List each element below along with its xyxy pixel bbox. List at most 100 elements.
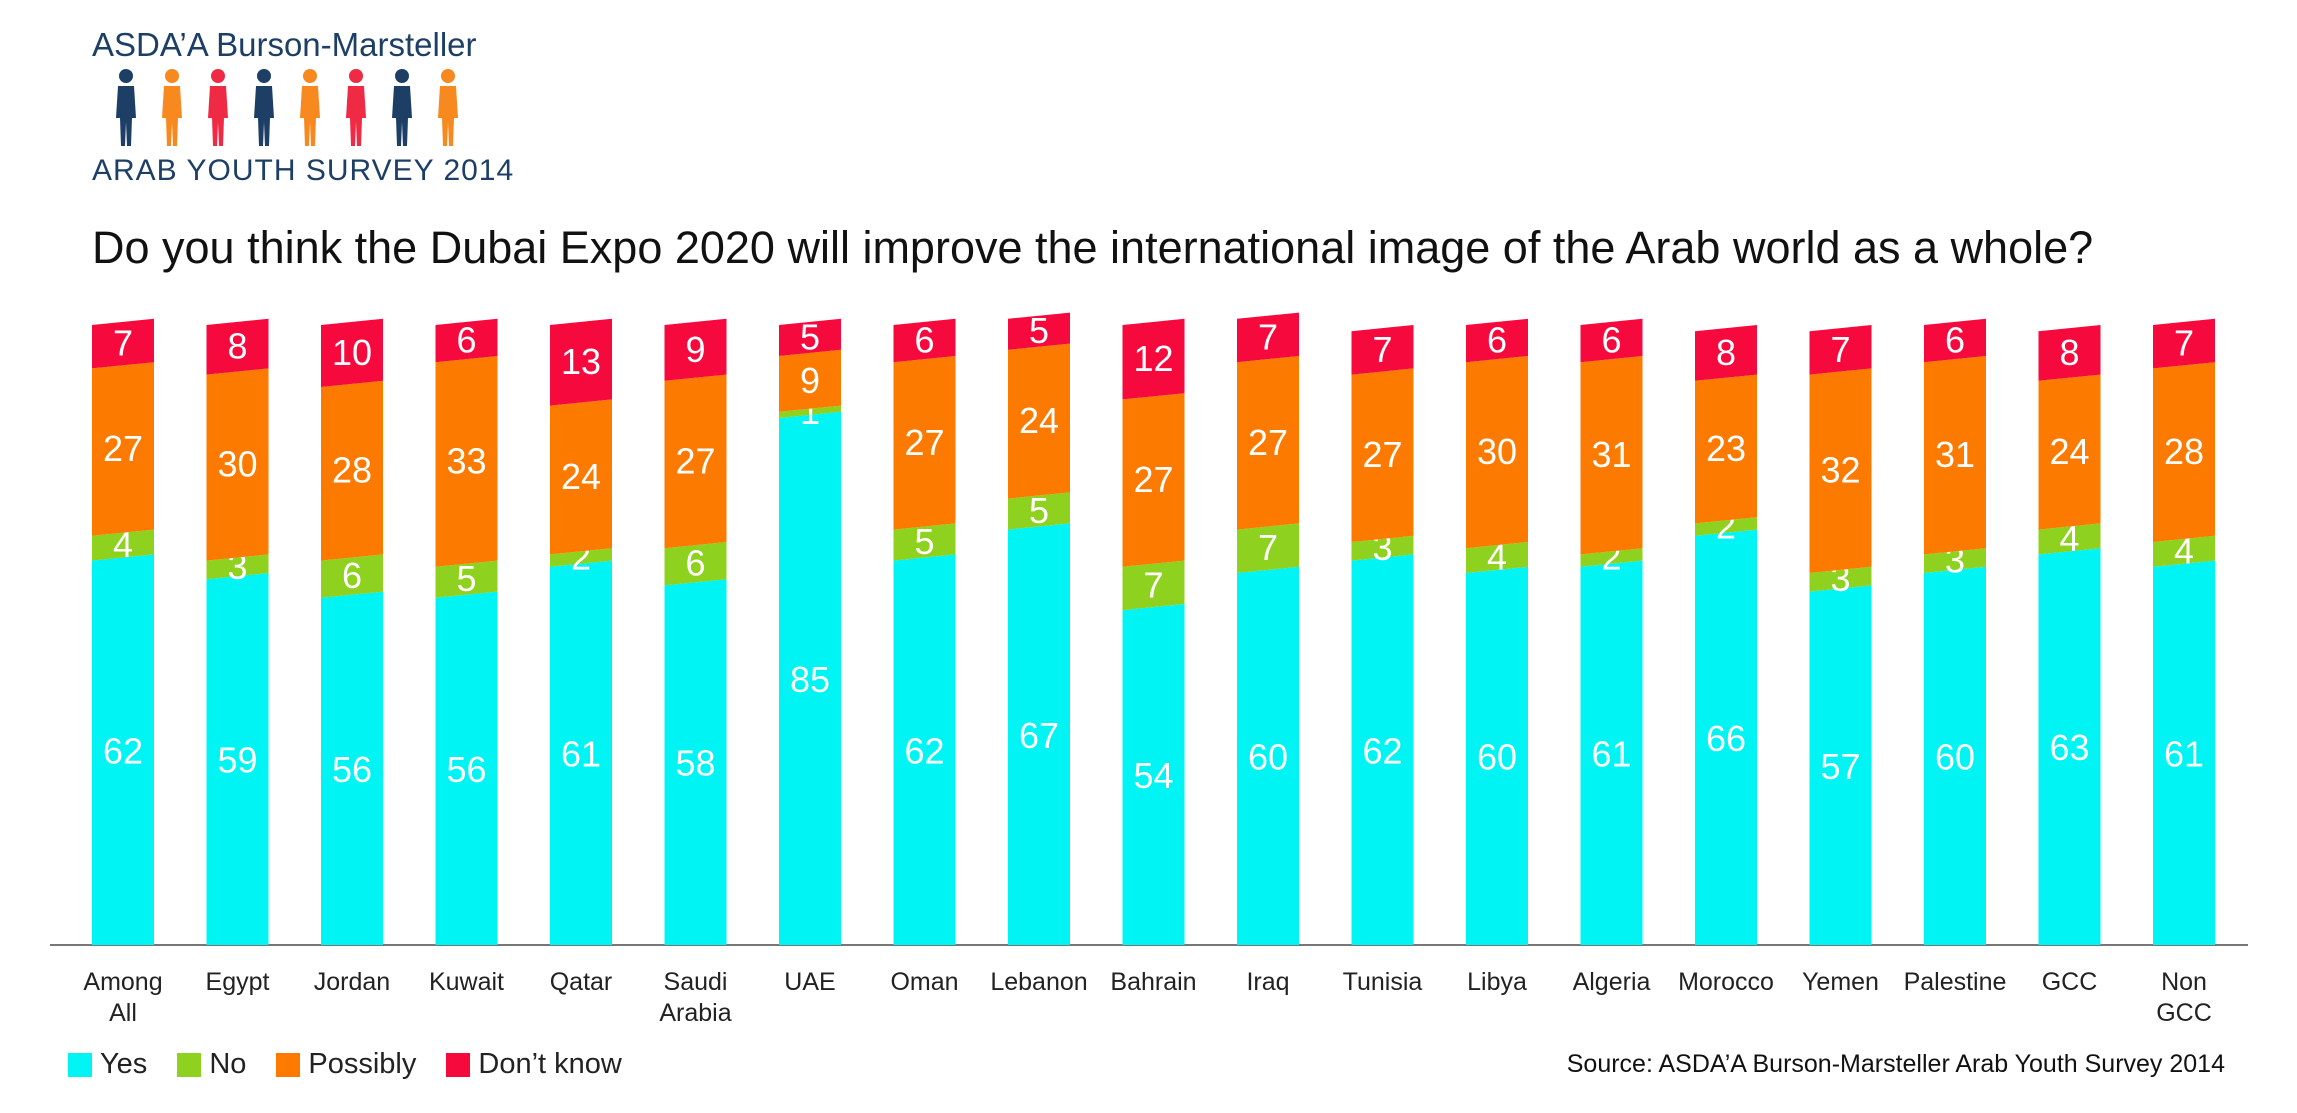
data-label: 8 — [2059, 332, 2079, 373]
legend-label: Yes — [100, 1048, 148, 1080]
legend-item: Yes — [68, 1048, 147, 1081]
bar-stack: 62 4 27 7 — [92, 318, 154, 945]
youth-figures-icon — [116, 69, 458, 146]
data-label: 57 — [1820, 746, 1860, 787]
bar-segment-no — [1924, 548, 1986, 573]
category-label: Palestine — [1904, 968, 2007, 996]
data-label: 7 — [1372, 329, 1392, 370]
bar-stack: 58 6 27 9 — [664, 318, 727, 945]
bar-segment-yes — [2153, 560, 2215, 945]
data-label: 7 — [113, 323, 133, 364]
bar-stack: 54 7 27 12 — [1122, 318, 1185, 945]
bar-segment-yes — [550, 560, 612, 945]
bar-segment-possibly — [435, 356, 498, 567]
bar-segment-don-t-know — [1580, 318, 1643, 363]
legend-label: Possibly — [308, 1048, 417, 1080]
data-label: 24 — [1019, 400, 1059, 441]
data-label: 66 — [1706, 718, 1746, 759]
data-label: 4 — [1487, 537, 1507, 578]
bar-segment-no — [1008, 492, 1070, 530]
data-label: 4 — [2059, 518, 2079, 559]
bar-segment-no — [1466, 542, 1528, 573]
bar-segment-no — [1237, 523, 1299, 573]
data-label: 27 — [1362, 434, 1402, 475]
data-label: 9 — [800, 360, 820, 401]
bar-segment-don-t-know — [1809, 325, 1872, 375]
category-label: Bahrain — [1110, 968, 1196, 996]
bar-segment-no — [1809, 566, 1872, 592]
bar-segment-no — [893, 523, 956, 561]
bar-segment-don-t-know — [92, 318, 154, 369]
bar-segment-don-t-know — [1924, 318, 1986, 363]
stacked-bar-chart: 624277AmongAll593308Egypt5662810Jordan56… — [50, 312, 2248, 1027]
data-label: 10 — [332, 332, 372, 373]
data-label: 62 — [103, 730, 143, 771]
data-label: 85 — [790, 659, 830, 700]
bar-segment-no — [321, 554, 383, 598]
data-label: 24 — [2049, 431, 2089, 472]
legend-label: Don’t know — [478, 1048, 622, 1080]
bar-segment-yes — [1924, 566, 1986, 945]
bar-segment-possibly — [779, 349, 841, 412]
data-label: 9 — [685, 329, 705, 370]
legend-item: Possibly — [276, 1048, 416, 1081]
bar-segment-no — [1580, 548, 1643, 567]
legend-item: No — [177, 1048, 246, 1081]
category-label: UAE — [784, 968, 835, 996]
data-label: 28 — [2164, 431, 2204, 472]
bar-segment-don-t-know — [1466, 318, 1528, 363]
category-label: All — [109, 999, 137, 1027]
bar-segment-possibly — [1466, 356, 1528, 549]
data-label: 27 — [675, 440, 715, 481]
bar-segment-don-t-know — [2153, 318, 2215, 369]
youth-silhouette-icon — [392, 69, 412, 146]
data-label: 4 — [113, 524, 133, 565]
youth-silhouette-icon — [116, 69, 136, 146]
bar-stack: 63 4 24 8 — [2038, 325, 2101, 945]
bar-segment-no — [550, 548, 612, 567]
bar-stack: 60 4 30 6 — [1466, 318, 1528, 945]
bar-segment-no — [92, 529, 154, 561]
bar-segment-possibly — [1695, 374, 1757, 524]
bar-segment-don-t-know — [550, 318, 612, 406]
legend-item: Don’t know — [446, 1048, 622, 1081]
category-label: Morocco — [1678, 968, 1774, 996]
chart-legend: Yes No Possibly Don’t know — [68, 1048, 652, 1081]
data-label: 6 — [456, 320, 476, 361]
bar-segment-yes — [321, 591, 383, 945]
category-label: Among — [83, 968, 162, 996]
bar-segment-yes — [1122, 604, 1185, 945]
data-label: 7 — [1258, 527, 1278, 568]
category-label: Qatar — [550, 968, 613, 996]
source-note: Source: ASDA’A Burson-Marsteller Arab Yo… — [1566, 1050, 2225, 1078]
data-label: 33 — [446, 440, 486, 481]
data-label: 5 — [1029, 490, 1049, 531]
data-label: 7 — [1258, 316, 1278, 357]
category-label: Jordan — [314, 968, 390, 996]
data-label: 61 — [2164, 733, 2204, 774]
category-label: Saudi — [664, 968, 728, 996]
logo-subtitle: ARAB YOUTH SURVEY 2014 — [92, 154, 515, 187]
bar-segment-possibly — [550, 399, 612, 555]
chart-question: Do you think the Dubai Expo 2020 will im… — [92, 222, 2094, 273]
legend-swatch — [446, 1052, 471, 1077]
data-label: 6 — [342, 555, 362, 596]
data-label: 6 — [1487, 320, 1507, 361]
data-label: 58 — [675, 743, 715, 784]
bar-segment-possibly — [1580, 356, 1643, 555]
data-label: 23 — [1706, 428, 1746, 469]
bar-segment-possibly — [2038, 374, 2101, 530]
bar-segment-no — [779, 405, 841, 418]
category-label: GCC — [2042, 968, 2098, 996]
bar-stack: 56 5 33 6 — [435, 318, 498, 945]
data-label: 32 — [1820, 450, 1860, 491]
bar-stack: 61 4 28 7 — [2153, 318, 2215, 945]
data-label: 5 — [800, 316, 820, 357]
